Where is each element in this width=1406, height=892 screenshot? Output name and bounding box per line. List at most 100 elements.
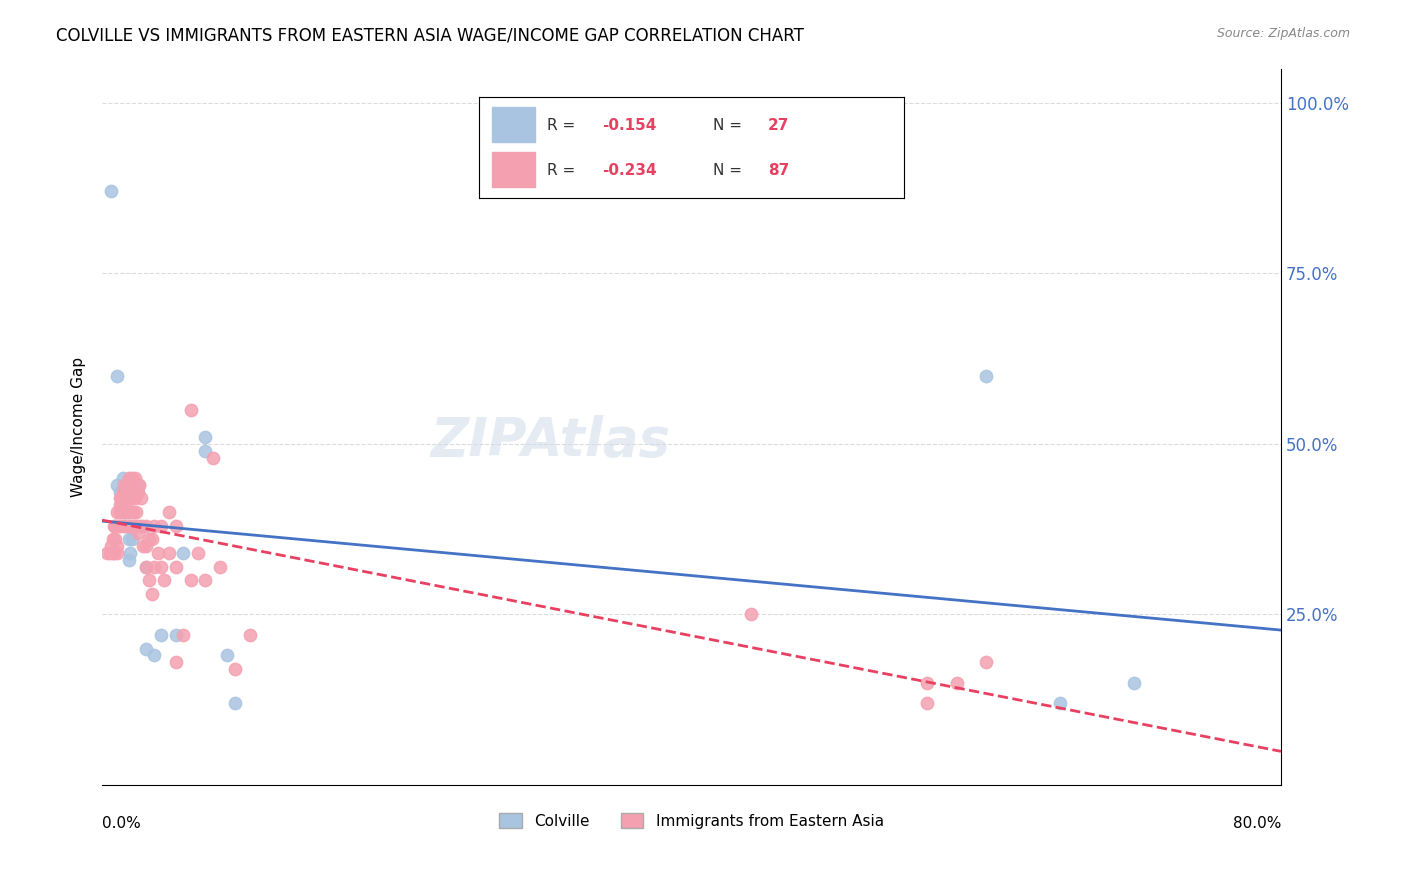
Point (100, 185, 122, 199)
Text: Source: ZipAtlas.com: Source: ZipAtlas.com (1216, 27, 1350, 40)
Point (150, 559, 173, 574)
Point (120, 505, 142, 519)
Y-axis label: Wage/Income Gap: Wage/Income Gap (72, 357, 86, 497)
Point (110, 491, 132, 506)
Point (103, 546, 125, 560)
Point (209, 559, 232, 574)
Point (111, 484, 134, 499)
Point (135, 539, 157, 553)
Text: ZIPAtlas: ZIPAtlas (430, 415, 671, 467)
Point (224, 662, 246, 676)
Point (111, 491, 134, 506)
Point (111, 505, 134, 519)
Point (105, 518, 128, 533)
Point (138, 533, 160, 547)
Point (118, 471, 141, 485)
Point (103, 518, 125, 533)
Point (104, 518, 127, 533)
Text: COLVILLE VS IMMIGRANTS FROM EASTERN ASIA WAGE/INCOME GAP CORRELATION CHART: COLVILLE VS IMMIGRANTS FROM EASTERN ASIA… (56, 27, 804, 45)
Point (201, 450, 224, 465)
Point (238, 628, 260, 642)
Point (117, 491, 139, 506)
Point (114, 505, 136, 519)
Point (129, 491, 152, 506)
Point (105, 368, 128, 383)
Point (125, 505, 148, 519)
Point (917, 675, 939, 690)
Point (112, 505, 135, 519)
Point (127, 525, 149, 540)
Point (148, 546, 170, 560)
Point (118, 518, 141, 533)
Point (111, 471, 134, 485)
Point (110, 505, 132, 519)
Point (1049, 696, 1071, 710)
Point (135, 641, 157, 656)
Point (121, 518, 143, 533)
Point (121, 533, 143, 547)
Point (108, 484, 131, 499)
Point (98, 546, 121, 560)
Point (108, 518, 131, 533)
Point (165, 518, 187, 533)
Point (194, 574, 217, 588)
Point (112, 518, 135, 533)
Point (153, 574, 176, 588)
Point (121, 471, 143, 485)
Point (117, 478, 139, 492)
Point (917, 696, 939, 710)
Point (128, 478, 150, 492)
Point (172, 546, 194, 560)
Point (142, 648, 165, 663)
Point (105, 478, 128, 492)
Point (105, 505, 128, 519)
Point (104, 533, 127, 547)
Text: 0.0%: 0.0% (103, 816, 141, 831)
Point (124, 518, 146, 533)
Point (132, 539, 155, 553)
Point (114, 498, 136, 512)
Point (187, 546, 209, 560)
Point (128, 478, 150, 492)
Point (108, 498, 131, 512)
Point (157, 505, 180, 519)
Point (150, 628, 173, 642)
Point (165, 655, 187, 669)
Point (118, 484, 141, 499)
Point (112, 491, 135, 506)
Point (194, 430, 217, 444)
Point (165, 559, 187, 574)
Point (142, 559, 165, 574)
Point (118, 505, 141, 519)
Point (118, 553, 141, 567)
Point (217, 648, 239, 663)
Point (180, 574, 202, 588)
Point (1122, 675, 1144, 690)
Point (100, 539, 122, 553)
Point (131, 518, 153, 533)
Point (121, 491, 143, 506)
Point (122, 484, 145, 499)
Point (141, 533, 163, 547)
Point (101, 546, 124, 560)
Point (101, 533, 124, 547)
Point (165, 628, 187, 642)
Point (108, 505, 131, 519)
Point (974, 655, 997, 669)
Point (120, 484, 142, 499)
Point (124, 491, 146, 506)
Point (157, 546, 180, 560)
Point (180, 402, 202, 417)
Point (114, 518, 136, 533)
Legend: Colville, Immigrants from Eastern Asia: Colville, Immigrants from Eastern Asia (494, 806, 890, 835)
Point (142, 518, 165, 533)
Point (118, 533, 141, 547)
Point (135, 559, 157, 574)
Point (121, 484, 143, 499)
Point (120, 478, 142, 492)
Point (114, 484, 136, 499)
Point (150, 518, 173, 533)
Point (112, 478, 135, 492)
Point (141, 587, 163, 601)
Point (172, 628, 194, 642)
